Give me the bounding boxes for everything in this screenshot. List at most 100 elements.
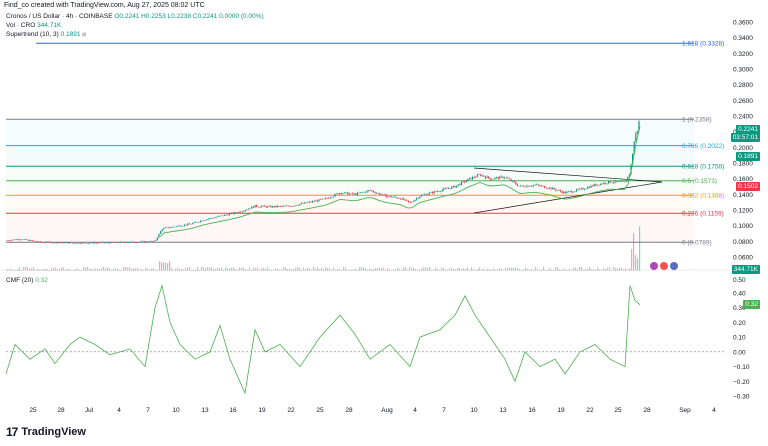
candle-body <box>235 212 237 213</box>
candle-body <box>289 206 291 207</box>
candle-body <box>294 205 296 207</box>
price-tick: 0.1400 <box>733 192 753 199</box>
candle-body <box>411 201 413 203</box>
candle-body <box>459 184 461 186</box>
supertrend-value: 0.1891 <box>60 31 81 38</box>
visibility-icon[interactable]: ⌀ <box>82 31 87 38</box>
candle-body <box>361 192 363 193</box>
fib-band <box>6 180 694 196</box>
candle-body <box>308 201 310 203</box>
candle-body <box>574 191 576 193</box>
time-tick: 16 <box>528 407 536 414</box>
volume-bar <box>285 267 287 271</box>
candle-body <box>214 217 216 219</box>
volume-bar <box>167 263 169 271</box>
volume-bar <box>189 267 191 271</box>
flag-icon[interactable] <box>670 262 678 270</box>
candle-body <box>584 189 586 190</box>
candle-body <box>91 242 93 244</box>
volume-bar <box>257 267 259 271</box>
candle-body <box>595 184 597 186</box>
candle-body <box>515 182 517 185</box>
candle-body <box>46 241 48 243</box>
candle-body <box>134 242 136 243</box>
volume-bar <box>443 268 445 271</box>
triangle-pattern <box>473 167 663 214</box>
candle-body <box>336 193 338 195</box>
cmf-axis: 0.40 0.30 0.20 0.10 0.00 −0.10 −0.20 −0.30 0.50 <box>733 277 750 401</box>
flag-icon[interactable] <box>660 262 668 270</box>
cmf-legend: CMF (20) 0.32 <box>6 277 48 284</box>
candle-body <box>139 241 141 243</box>
candle-body <box>331 197 333 198</box>
volume-bar <box>83 267 85 271</box>
candle-body <box>560 190 562 192</box>
candle-body <box>609 180 611 183</box>
candle-body <box>635 133 637 142</box>
candle-body <box>444 188 446 189</box>
candle-body <box>12 239 14 241</box>
volume-bar <box>239 267 241 271</box>
candle-body <box>529 186 531 187</box>
time-tick: 4 <box>712 407 716 414</box>
volume-bar <box>619 267 621 271</box>
candle-body <box>624 181 626 183</box>
volume-bar <box>375 267 377 271</box>
candle-body <box>174 226 176 228</box>
candle-body <box>104 242 106 244</box>
candle-body <box>200 220 202 223</box>
candle-body <box>72 242 74 244</box>
event-icon[interactable] <box>650 262 658 270</box>
candle-body <box>432 192 434 194</box>
cmf-label[interactable]: CMF (20) <box>6 277 34 284</box>
candle-body <box>20 239 22 241</box>
volume-bar <box>611 269 613 271</box>
volume-bar <box>553 269 555 271</box>
volume-bar <box>19 267 21 271</box>
candle-body <box>585 188 587 190</box>
candle-body <box>222 215 224 217</box>
candle-body <box>153 240 155 242</box>
candle-body <box>484 176 486 179</box>
volume-bar <box>217 267 219 271</box>
volume-bar <box>601 269 603 271</box>
candle-body <box>523 186 525 187</box>
time-tick: Aug <box>381 407 393 414</box>
volume-bar <box>435 267 437 271</box>
symbol-name[interactable]: Cronos / US Dollar · 4h · COINBASE <box>6 13 113 20</box>
candle-body <box>145 241 147 243</box>
cmf-tick: −0.30 <box>733 394 750 401</box>
candle-body <box>147 241 149 242</box>
volume-bar <box>197 267 199 271</box>
volume-bar <box>327 267 329 271</box>
volume-bar <box>555 267 557 271</box>
candle-body <box>380 194 382 196</box>
volume-bar <box>405 267 407 271</box>
volume-bar <box>403 267 405 271</box>
candle-body <box>617 181 619 183</box>
candle-body <box>590 185 592 188</box>
candle-body <box>420 195 422 197</box>
candle-body <box>163 228 165 230</box>
volume-label[interactable]: Vol · CRO <box>6 22 36 29</box>
volume-bar <box>485 269 487 271</box>
volume-bar <box>317 267 319 271</box>
volume-bar <box>23 267 25 271</box>
candle-body <box>364 191 366 193</box>
candle-body <box>204 219 206 221</box>
time-tick: 10 <box>172 407 180 414</box>
time-tick: 25 <box>316 407 324 414</box>
candle-body <box>40 241 42 243</box>
candle-body <box>355 193 357 196</box>
candle-body <box>100 242 102 243</box>
candle-body <box>52 242 54 243</box>
volume-bar <box>535 267 537 271</box>
candle-body <box>278 206 280 207</box>
volume-bar <box>63 267 65 271</box>
supertrend-label[interactable]: Supertrend (10, 3) <box>6 31 59 38</box>
volume-bar <box>253 267 255 271</box>
fib-retracement: 1.618 (0.3328) 1 (0.2358) 0.786 (0.2022) 0.… <box>6 41 724 246</box>
candle-body <box>201 220 203 222</box>
candle-body <box>462 181 464 183</box>
